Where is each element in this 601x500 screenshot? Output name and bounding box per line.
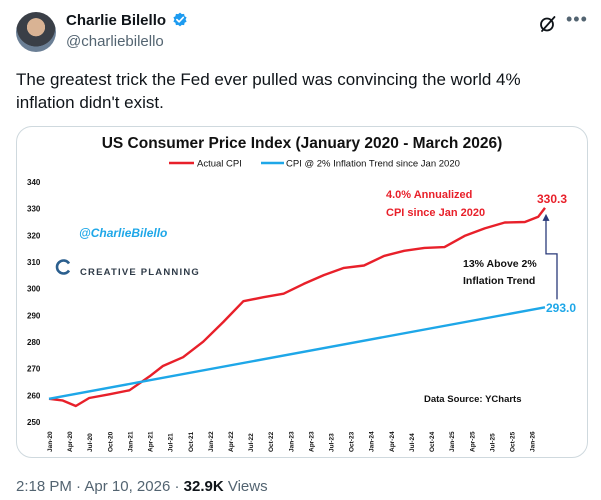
annotation-gap-line2: Inflation Trend — [463, 275, 535, 287]
legend-label-actual: Actual CPI — [197, 159, 242, 170]
y-tick-label: 290 — [27, 311, 41, 320]
author-name[interactable]: Charlie Bilello — [66, 12, 167, 29]
avatar[interactable] — [16, 12, 56, 52]
x-tick-label: Oct-20 — [107, 431, 114, 452]
x-tick-label: Oct-23 — [349, 431, 356, 452]
x-tick-label: Oct-25 — [509, 431, 516, 452]
bracket-arrowhead — [542, 213, 550, 221]
annotation-annualized-line2: CPI since Jan 2020 — [386, 207, 485, 219]
logo-text: CREATIVE PLANNING — [80, 267, 200, 278]
tweet-meta: 2:18 PM · Apr 10, 2026 · 32.9K Views — [16, 478, 268, 495]
separator: · — [174, 478, 180, 495]
author-handle[interactable]: @charliebilello — [66, 33, 164, 50]
x-tick-label: Jan-25 — [449, 431, 456, 452]
more-icon[interactable]: ••• — [566, 9, 588, 29]
end-label-actual: 330.3 — [537, 192, 567, 206]
x-tick-label: Oct-21 — [188, 431, 195, 452]
grok-icon[interactable] — [538, 14, 558, 34]
series-line-actual-cpi — [48, 207, 546, 408]
creative-planning-logo: CREATIVE PLANNING — [55, 259, 200, 278]
separator: · — [76, 478, 82, 495]
x-tick-label: Jan-23 — [288, 431, 295, 452]
x-tick-label: Jul-23 — [329, 433, 336, 452]
x-tick-label: Jul-24 — [409, 433, 416, 452]
views-label: Views — [227, 478, 268, 495]
chart-image[interactable]: US Consumer Price Index (January 2020 - … — [16, 126, 588, 458]
x-tick-label: Jan-21 — [127, 431, 134, 452]
cpi-chart: US Consumer Price Index (January 2020 - … — [27, 135, 576, 452]
verified-badge-icon — [173, 12, 187, 27]
x-tick-label: Jul-20 — [87, 433, 94, 452]
y-tick-label: 310 — [27, 258, 41, 267]
x-tick-label: Jan-22 — [208, 431, 215, 452]
y-tick-label: 330 — [27, 205, 41, 214]
x-tick-label: Jan-20 — [47, 431, 54, 452]
gap-bracket — [542, 213, 558, 300]
chart-title: US Consumer Price Index (January 2020 - … — [102, 135, 503, 152]
x-tick-label: Jan-26 — [530, 431, 537, 452]
x-tick-label: Apr-24 — [389, 431, 396, 452]
end-label-trend: 293.0 — [546, 301, 576, 315]
x-tick-label: Apr-22 — [228, 431, 235, 452]
y-tick-label: 320 — [27, 231, 41, 240]
y-tick-label: 340 — [27, 178, 41, 187]
bracket-line — [545, 219, 558, 300]
x-tick-label: Jan-24 — [369, 431, 376, 452]
legend-label-trend: CPI @ 2% Inflation Trend since Jan 2020 — [286, 159, 460, 170]
y-tick-label: 270 — [27, 365, 41, 374]
y-tick-label: 300 — [27, 285, 41, 294]
series-line-trend — [48, 306, 546, 400]
y-tick-label: 260 — [27, 391, 41, 400]
x-tick-label: Apr-25 — [469, 431, 476, 452]
annotation-annualized-line1: 4.0% Annualized — [386, 189, 472, 201]
x-tick-label: Apr-20 — [67, 431, 74, 452]
annotation-gap-line1: 13% Above 2% — [463, 258, 537, 270]
x-tick-label: Jul-25 — [489, 433, 496, 452]
x-tick-label: Apr-23 — [308, 431, 315, 452]
x-tick-label: Apr-21 — [148, 431, 155, 452]
tweet-text: The greatest trick the Fed ever pulled w… — [16, 70, 521, 112]
x-tick-label: Jul-21 — [168, 433, 175, 452]
x-tick-label: Oct-22 — [268, 431, 275, 452]
data-source-text: Data Source: YCharts — [424, 394, 522, 405]
x-tick-label: Jul-22 — [248, 433, 255, 452]
x-tick-label: Oct-24 — [429, 431, 436, 452]
tweet-time[interactable]: 2:18 PM — [16, 478, 72, 495]
y-tick-label: 250 — [27, 418, 41, 427]
y-tick-label: 280 — [27, 338, 41, 347]
views-count: 32.9K — [183, 478, 224, 495]
tweet-date[interactable]: Apr 10, 2026 — [84, 478, 171, 495]
watermark-text: @CharlieBilello — [79, 226, 167, 240]
